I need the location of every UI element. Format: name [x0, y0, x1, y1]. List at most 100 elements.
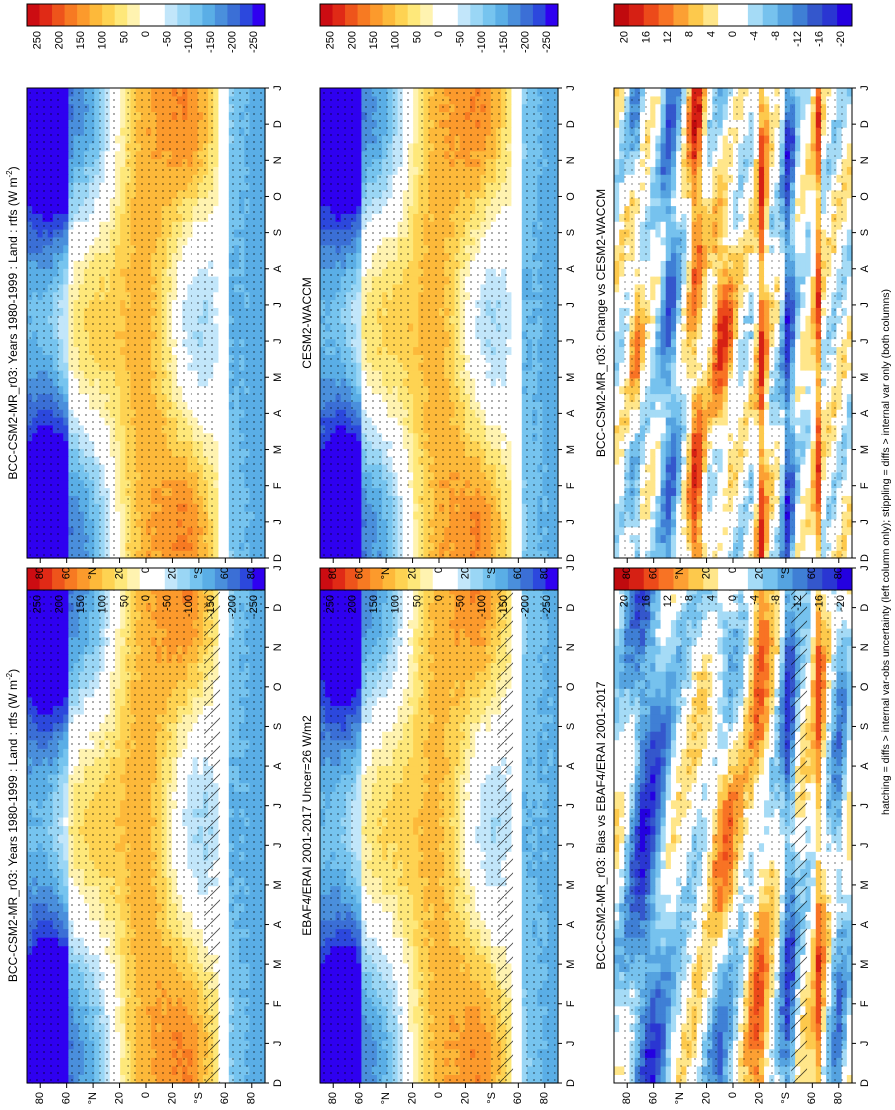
month-label: J [272, 1041, 284, 1047]
heatmap-cell [63, 705, 69, 714]
heatmap-cell [120, 1023, 126, 1032]
heatmap-cell [413, 946, 419, 955]
stipple-band [30, 568, 64, 1083]
heatmap-cell [517, 886, 523, 895]
heatmap-cell [120, 620, 126, 629]
heatmap-cell [413, 791, 419, 800]
heatmap-cell [413, 860, 419, 869]
heatmap-cell [63, 774, 69, 783]
heatmap-cell [63, 1057, 69, 1066]
month-label: F [272, 1000, 284, 1007]
heatmap-cell [517, 946, 523, 955]
heatmap-cell [517, 1074, 523, 1083]
heatmap-cell [356, 826, 362, 835]
heatmap-cell [517, 1066, 523, 1075]
heatmap-cell [413, 1032, 419, 1041]
heatmap-cell [224, 929, 230, 938]
heatmap-cell [63, 740, 69, 749]
heatmap-cell [356, 783, 362, 792]
heatmap-cell [356, 757, 362, 766]
heatmap-cell [63, 645, 69, 654]
heatmap-cell [224, 1049, 230, 1058]
heatmap-cell [356, 714, 362, 723]
heatmap-cell [120, 860, 126, 869]
heatmap-cell [63, 1066, 69, 1075]
heatmap-cell [224, 997, 230, 1006]
colorbar-label: 50 [118, 595, 130, 607]
heatmap-cell [63, 886, 69, 895]
heatmap-cell [224, 834, 230, 843]
heatmap-cell [63, 714, 69, 723]
heatmap-cell [413, 1040, 419, 1049]
heatmap-cell [63, 868, 69, 877]
month-label: S [272, 723, 284, 730]
heatmap-cell [120, 894, 126, 903]
heatmap-cell [224, 748, 230, 757]
heatmap-cell [356, 963, 362, 972]
heatmap-cell [356, 705, 362, 714]
heatmap-cell [413, 911, 419, 920]
heatmap-cell [120, 1006, 126, 1015]
heatmap-cell [517, 1040, 523, 1049]
heatmap-cell [413, 817, 419, 826]
heatmap-cell [120, 740, 126, 749]
heatmap-cell [413, 868, 419, 877]
heatmap-cell [120, 903, 126, 912]
heatmap-cell [63, 800, 69, 809]
heatmap-cell [413, 723, 419, 732]
colorbar-swatch [177, 568, 190, 590]
heatmap-cell [63, 637, 69, 646]
heatmap-cell [224, 1023, 230, 1032]
heatmap-cell [63, 1049, 69, 1058]
heatmap-cell [224, 877, 230, 886]
heatmap-cell [224, 920, 230, 929]
heatmap-cell [413, 1074, 419, 1083]
heatmap-cell [413, 971, 419, 980]
heatmap-cell [356, 1006, 362, 1015]
month-label: D [272, 1079, 284, 1087]
heatmap-cell [517, 860, 523, 869]
heatmap-cell [120, 688, 126, 697]
heatmap-cell [120, 920, 126, 929]
heatmap-cell [120, 628, 126, 637]
heatmap-cell [356, 765, 362, 774]
heatmap-cell [63, 757, 69, 766]
heatmap-cell [63, 1074, 69, 1083]
heatmap-cell [517, 791, 523, 800]
heatmap-cell [356, 886, 362, 895]
heatmap-cell [413, 1023, 419, 1032]
month-label: J [272, 803, 284, 809]
heatmap-cell [63, 843, 69, 852]
heatmap-cell [224, 843, 230, 852]
heatmap-cell [224, 980, 230, 989]
heatmap-cell [413, 731, 419, 740]
heatmap-cell [413, 851, 419, 860]
heatmap-cell [120, 731, 126, 740]
colorbar-label: 100 [97, 595, 109, 613]
hatch-band [204, 568, 220, 1083]
stipple-band [69, 568, 117, 1083]
heatmap-cell [120, 868, 126, 877]
heatmap-cell [356, 680, 362, 689]
heatmap-cell [120, 1040, 126, 1049]
heatmap-cell [356, 868, 362, 877]
heatmap-cell [120, 989, 126, 998]
heatmap-cell [224, 946, 230, 955]
heatmap-cell [413, 1006, 419, 1015]
heatmap-cell [120, 748, 126, 757]
heatmap-cell [413, 843, 419, 852]
lat-tick-label: 20 [166, 1092, 178, 1104]
heatmap-cell [63, 834, 69, 843]
month-label: A [272, 762, 284, 770]
heatmap-cell [413, 1066, 419, 1075]
heatmap-cell [356, 920, 362, 929]
colorbar-label: -100 [183, 595, 195, 617]
heatmap-cell [224, 894, 230, 903]
colorbar-swatch [152, 568, 165, 590]
heatmap-cell [356, 937, 362, 946]
heatmap-cell [63, 954, 69, 963]
heatmap-cell [120, 1049, 126, 1058]
heatmap-cell [413, 1049, 419, 1058]
